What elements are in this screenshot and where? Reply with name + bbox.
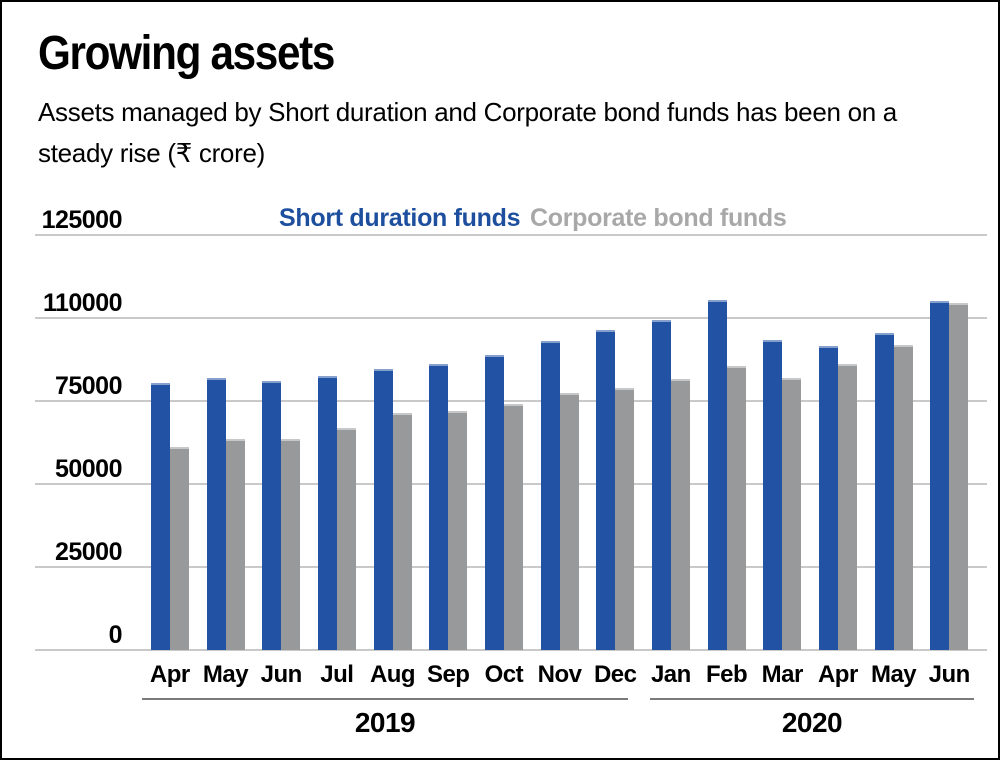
bar-short-duration-funds <box>150 383 170 650</box>
bar-short-duration-funds <box>484 355 504 650</box>
month-label: Oct <box>484 661 524 688</box>
bar-group-jun-2 <box>253 235 309 650</box>
year-label-2019: 2019 <box>142 698 628 739</box>
bar-corporate-bond-funds <box>503 404 523 650</box>
legend-short-duration-funds: Short duration funds <box>279 204 521 232</box>
bar-group-nov-7 <box>532 235 588 650</box>
bar-corporate-bond-funds <box>448 411 468 650</box>
bar-group-aug-4 <box>365 235 421 650</box>
y-tick-label: 125000 <box>41 206 123 234</box>
bar-corporate-bond-funds <box>726 366 746 650</box>
year-label-2020: 2020 <box>650 698 974 739</box>
bar-group-apr-12 <box>810 235 866 650</box>
bar-short-duration-funds <box>596 330 616 650</box>
bar-corporate-bond-funds <box>169 447 189 650</box>
bar-corporate-bond-funds <box>670 379 690 650</box>
y-axis-labels: 125000 110000 75000 50000 25000 0 <box>2 206 123 655</box>
bar-short-duration-funds <box>763 340 783 650</box>
month-axis: Apr May Jun Jul Aug Sep Oct Nov Dec Jan Feb Mar Apr M… <box>142 661 977 689</box>
bar-corporate-bond-funds <box>615 388 635 650</box>
month-label: Apr <box>149 661 190 688</box>
month-label: Aug <box>369 661 416 688</box>
gridline <box>35 234 987 236</box>
bar-corporate-bond-funds <box>837 364 857 650</box>
bar-corporate-bond-funds <box>893 345 913 650</box>
bar-short-duration-funds <box>206 378 226 650</box>
month-label: Nov <box>537 661 582 688</box>
bar-short-duration-funds <box>818 346 838 650</box>
bar-corporate-bond-funds <box>281 439 301 650</box>
bar-short-duration-funds <box>540 341 560 650</box>
bar-short-duration-funds <box>262 381 282 650</box>
bar-group-mar-11 <box>754 235 810 650</box>
bar-group-oct-6 <box>476 235 532 650</box>
y-tick-label: 75000 <box>54 372 123 400</box>
bar-short-duration-funds <box>651 320 671 650</box>
bar-group-may-1 <box>198 235 254 650</box>
bar-short-duration-funds <box>707 300 727 650</box>
month-label: May <box>870 661 917 688</box>
bar-corporate-bond-funds <box>336 428 356 650</box>
chart-subtitle: Assets managed by Short duration and Cor… <box>38 97 897 168</box>
year-axis: 2019 2020 <box>142 698 974 739</box>
bar-corporate-bond-funds <box>225 439 245 650</box>
month-label: Apr <box>817 661 858 688</box>
bar-short-duration-funds <box>317 376 337 650</box>
bar-short-duration-funds <box>874 333 894 650</box>
gridline <box>35 649 987 651</box>
bar-corporate-bond-funds <box>782 378 802 650</box>
month-label: May <box>202 661 249 688</box>
page-title: Growing assets <box>38 27 335 80</box>
month-label: Jun <box>260 661 303 688</box>
bar-group-apr-0 <box>142 235 198 650</box>
month-label: Jan <box>650 661 691 688</box>
legend-corporate-bond-funds: Corporate bond funds <box>530 204 787 232</box>
bar-corporate-bond-funds <box>949 303 969 650</box>
y-tick-label: 25000 <box>54 538 123 566</box>
bar-group-may-13 <box>866 235 922 650</box>
bar-group-feb-10 <box>699 235 755 650</box>
month-label: Sep <box>426 661 470 688</box>
month-label: Jul <box>320 661 354 688</box>
bar-short-duration-funds <box>930 301 950 650</box>
bar-group-dec-8 <box>587 235 643 650</box>
y-tick-label: 110000 <box>42 289 123 317</box>
gridline <box>35 317 987 319</box>
month-label: Jun <box>928 661 971 688</box>
bar-group-jun-14 <box>921 235 977 650</box>
bars-plot <box>142 235 977 650</box>
bar-group-jul-3 <box>309 235 365 650</box>
bar-group-sep-5 <box>420 235 476 650</box>
bar-short-duration-funds <box>429 364 449 650</box>
bar-short-duration-funds <box>373 369 393 650</box>
y-tick-label: 0 <box>108 621 123 649</box>
y-tick-label: 50000 <box>54 455 123 483</box>
gridline <box>35 400 987 402</box>
bar-group-jan-9 <box>643 235 699 650</box>
month-label: Dec <box>593 661 637 688</box>
month-label: Mar <box>761 661 804 688</box>
bar-corporate-bond-funds <box>559 393 579 650</box>
bar-corporate-bond-funds <box>392 413 412 650</box>
month-label: Feb <box>705 661 748 688</box>
